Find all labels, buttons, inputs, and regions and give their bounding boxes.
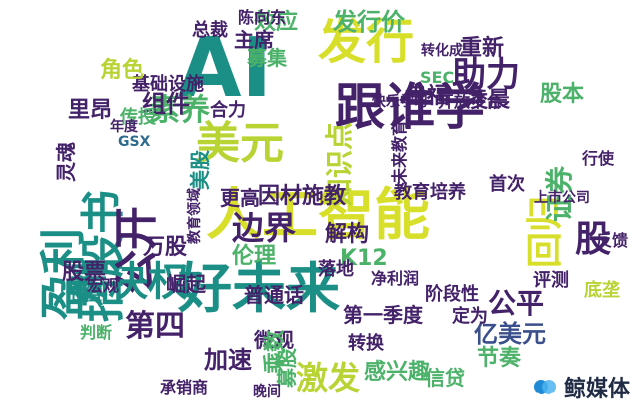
cloud-word: 反馈 — [596, 231, 629, 250]
cloud-word: 边界 — [232, 209, 297, 247]
cloud-word: 美股 — [188, 150, 212, 190]
cloud-word: SEC — [420, 68, 455, 87]
cloud-word: 信贷 — [425, 366, 465, 390]
cloud-word: 表决权 — [68, 259, 188, 305]
cloud-word: 未来教育 — [390, 120, 409, 185]
cloud-word: 宏观 — [87, 276, 120, 295]
cloud-word: 年度 — [110, 119, 138, 135]
cloud-word: 晚间 — [253, 384, 281, 400]
cloud-word: 募集 — [247, 46, 287, 70]
cloud-word: 幸福 — [405, 84, 450, 109]
cloud-word: 激发 — [296, 359, 361, 397]
cloud-word: 定为 — [452, 306, 488, 327]
cloud-word: 微观 — [254, 328, 294, 352]
cloud-word: 组件 — [142, 90, 190, 118]
cloud-word: 重新 — [460, 36, 505, 61]
cloud-word: 判断 — [80, 323, 113, 342]
cloud-word: 首次 — [489, 174, 525, 195]
cloud-word: 教育领域 — [187, 188, 203, 244]
cloud-word: 转换 — [348, 333, 384, 354]
cloud-word: 普通话 — [244, 283, 304, 307]
cloud-word: 陈向东 — [238, 8, 287, 27]
cloud-word: 转化成 — [421, 43, 463, 59]
cloud-word: 更高 — [220, 186, 260, 210]
cloud-word: 上市公司 — [534, 190, 590, 206]
cloud-word: 底垄 — [584, 280, 620, 301]
cloud-word: 评测 — [533, 270, 569, 291]
cloud-word: 总裁 — [192, 20, 228, 41]
cloud-word: 人工智能 — [206, 183, 430, 248]
cloud-word: 第一季度 — [343, 303, 423, 327]
cloud-word: 角色 — [100, 58, 145, 83]
cloud-word: 美元 — [196, 118, 284, 169]
cloud-word: K12 — [340, 246, 388, 271]
cloud-word: 因材施教 — [258, 184, 347, 209]
cloud-word: 净利润 — [371, 269, 420, 288]
cloud-word: 传授 — [120, 107, 156, 128]
cloud-word: 里昂 — [68, 98, 113, 123]
cloud-word: 崛起 — [166, 272, 206, 296]
cloud-word: 股本 — [540, 82, 585, 107]
cloud-word: 主席 — [234, 28, 274, 52]
cloud-word: 发行价 — [333, 8, 405, 36]
cloud-word: 感兴趣 — [364, 360, 431, 385]
cloud-word: 好未来 — [178, 257, 340, 320]
cloud-word: 万股 — [143, 235, 188, 260]
cloud-word: 募股 — [275, 348, 299, 388]
cloud-word: 估值 — [66, 284, 102, 305]
cloud-word: 股票 — [62, 260, 107, 285]
cloud-word: 效应 — [254, 10, 299, 35]
brand-name: 鲸媒体 — [563, 377, 630, 402]
cloud-word: 亿美元 — [474, 320, 546, 348]
whale-logo-icon — [533, 380, 556, 397]
cloud-word: 股 — [575, 219, 612, 260]
cloud-word: 发行 — [318, 14, 415, 70]
cloud-word: 素养 — [150, 93, 210, 128]
cloud-word: 落地 — [318, 259, 354, 280]
cloud-word: 助力 — [452, 55, 520, 95]
cloud-word: 基础设施 — [132, 74, 204, 95]
brand-watermark: 鲸媒体 — [532, 371, 630, 403]
cloud-word: GSX — [118, 134, 151, 150]
cloud-word: 快乐学习 — [372, 94, 428, 110]
cloud-word: 跟谁学 — [335, 78, 485, 136]
cloud-word: 公平 — [488, 287, 545, 320]
cloud-word: 开放平台 — [438, 92, 503, 111]
cloud-word: 凌晨 — [466, 88, 511, 113]
cloud-word: 教育培养 — [394, 182, 466, 203]
cloud-word: 阶段性 — [425, 284, 479, 305]
cloud-word: AI — [178, 21, 272, 116]
cloud-word: 解构 — [325, 222, 370, 247]
cloud-word: 灵魂 — [54, 142, 78, 182]
cloud-word: 伦理 — [232, 244, 277, 269]
cloud-word: 第四 — [125, 309, 185, 344]
cloud-word: 加速 — [204, 346, 252, 374]
cloud-word: 节奏 — [477, 346, 522, 371]
cloud-word: 承销商 — [160, 378, 209, 397]
cloud-word: 行使 — [582, 149, 615, 168]
cloud-word: 合力 — [210, 100, 246, 121]
